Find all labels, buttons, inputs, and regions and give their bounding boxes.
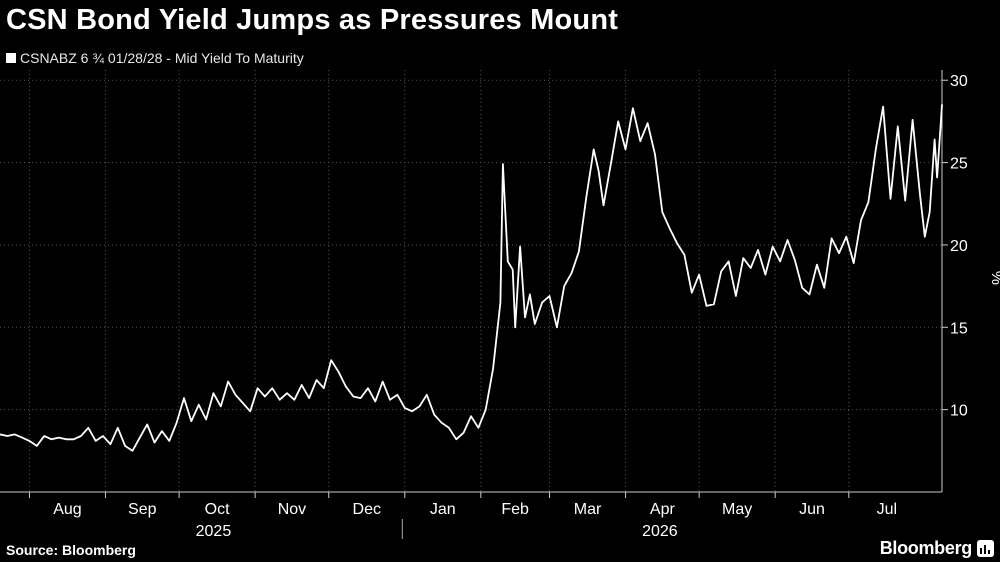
- y-tick-label: 25: [950, 156, 968, 173]
- y-tick-label: 15: [950, 320, 968, 337]
- axis-layer: 1015202530%AugSepOctNovDecJanFebMarAprMa…: [0, 70, 1000, 540]
- x-tick-label: Oct: [205, 501, 230, 518]
- x-year-label: 2026: [642, 523, 678, 540]
- y-tick-label: 30: [950, 73, 968, 90]
- series-line-csnabz: [0, 104, 943, 452]
- source-note: Source: Bloomberg: [6, 542, 136, 558]
- x-tick-label: Sep: [128, 501, 157, 518]
- bloomberg-chart-badge-icon: [977, 540, 994, 557]
- x-tick-label: Jun: [799, 501, 825, 518]
- y-tick-label: 20: [950, 238, 968, 255]
- x-tick-label: Mar: [574, 501, 602, 518]
- brand-name: Bloomberg: [879, 538, 973, 558]
- x-tick-label: Apr: [650, 501, 676, 518]
- x-tick-label: Jan: [430, 501, 456, 518]
- brand-logo: Bloomberg: [880, 538, 994, 559]
- x-tick-label: Nov: [278, 501, 306, 518]
- legend-swatch: [6, 53, 16, 63]
- series-layer: [0, 104, 943, 452]
- x-tick-label: Feb: [501, 501, 529, 518]
- x-year-label: 2025: [196, 523, 232, 540]
- x-tick-label: Aug: [53, 501, 81, 518]
- x-tick-label: Jul: [877, 501, 897, 518]
- y-axis-unit-label: %: [988, 271, 1000, 285]
- x-tick-label: May: [722, 501, 752, 518]
- y-tick-label: 10: [950, 403, 968, 420]
- legend-label: CSNABZ 6 ¾ 01/28/28 - Mid Yield To Matur…: [20, 50, 304, 66]
- chart-title: CSN Bond Yield Jumps as Pressures Mount: [6, 4, 619, 36]
- x-tick-label: Dec: [353, 501, 381, 518]
- chart-legend: CSNABZ 6 ¾ 01/28/28 - Mid Yield To Matur…: [6, 50, 304, 66]
